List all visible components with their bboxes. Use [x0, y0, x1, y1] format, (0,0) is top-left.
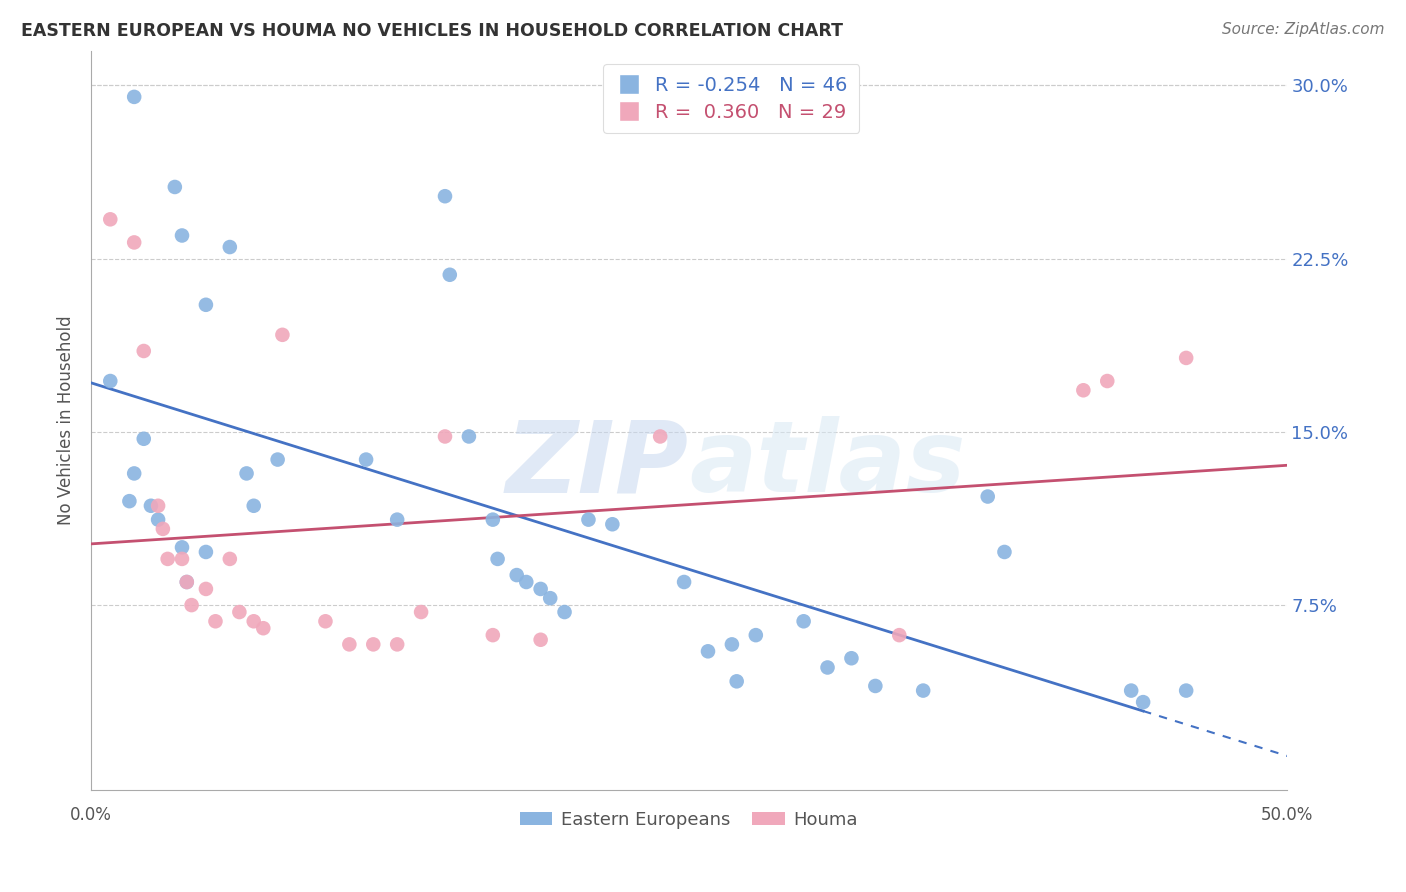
Point: [912, 683, 935, 698]
Point: [434, 189, 457, 203]
Point: [194, 545, 217, 559]
Point: [194, 298, 217, 312]
Point: [271, 327, 294, 342]
Point: [228, 605, 250, 619]
Point: [146, 499, 169, 513]
Point: [170, 541, 193, 555]
Point: [204, 614, 226, 628]
Point: [1175, 683, 1198, 698]
Point: [793, 614, 815, 628]
Text: EASTERN EUROPEAN VS HOUMA NO VEHICLES IN HOUSEHOLD CORRELATION CHART: EASTERN EUROPEAN VS HOUMA NO VEHICLES IN…: [21, 22, 844, 40]
Point: [314, 614, 336, 628]
Point: [266, 452, 288, 467]
Legend: Eastern Europeans, Houma: Eastern Europeans, Houma: [512, 804, 865, 837]
Point: [122, 235, 145, 250]
Point: [235, 467, 257, 481]
Point: [977, 490, 1000, 504]
Point: [482, 513, 505, 527]
Point: [993, 545, 1015, 559]
Point: [385, 637, 408, 651]
Point: [132, 343, 155, 358]
Point: [152, 522, 174, 536]
Point: [841, 651, 863, 665]
Text: 0.0%: 0.0%: [70, 806, 112, 824]
Point: [486, 552, 509, 566]
Point: [194, 582, 217, 596]
Text: ZIP: ZIP: [506, 417, 689, 513]
Point: [252, 621, 274, 635]
Point: [650, 429, 672, 443]
Point: [458, 429, 481, 443]
Point: [361, 637, 384, 651]
Point: [218, 240, 240, 254]
Point: [817, 660, 839, 674]
Point: [163, 180, 186, 194]
Point: [156, 552, 179, 566]
Point: [118, 494, 141, 508]
Point: [170, 552, 193, 566]
Point: [530, 632, 553, 647]
Point: [1132, 695, 1154, 709]
Point: [554, 605, 576, 619]
Point: [122, 467, 145, 481]
Point: [354, 452, 377, 467]
Point: [122, 90, 145, 104]
Point: [1121, 683, 1143, 698]
Point: [889, 628, 911, 642]
Text: atlas: atlas: [689, 417, 966, 513]
Point: [98, 374, 121, 388]
Point: [180, 598, 202, 612]
Point: [1097, 374, 1119, 388]
Text: Source: ZipAtlas.com: Source: ZipAtlas.com: [1222, 22, 1385, 37]
Point: [673, 574, 696, 589]
Point: [1073, 384, 1095, 398]
Point: [439, 268, 461, 282]
Point: [242, 499, 264, 513]
Point: [218, 552, 240, 566]
Point: [242, 614, 264, 628]
Point: [434, 429, 457, 443]
Point: [697, 644, 720, 658]
Point: [538, 591, 561, 606]
Point: [337, 637, 360, 651]
Point: [146, 513, 169, 527]
Text: 50.0%: 50.0%: [1260, 806, 1313, 824]
Point: [385, 513, 408, 527]
Point: [530, 582, 553, 596]
Point: [506, 568, 529, 582]
Point: [176, 574, 198, 589]
Y-axis label: No Vehicles in Household: No Vehicles in Household: [58, 316, 75, 525]
Point: [725, 674, 748, 689]
Point: [482, 628, 505, 642]
Point: [602, 517, 624, 532]
Point: [745, 628, 768, 642]
Point: [132, 432, 155, 446]
Point: [865, 679, 887, 693]
Point: [409, 605, 432, 619]
Point: [98, 212, 121, 227]
Point: [139, 499, 162, 513]
Point: [721, 637, 744, 651]
Point: [1175, 351, 1198, 365]
Point: [170, 228, 193, 243]
Point: [515, 574, 537, 589]
Point: [578, 513, 600, 527]
Point: [176, 574, 198, 589]
